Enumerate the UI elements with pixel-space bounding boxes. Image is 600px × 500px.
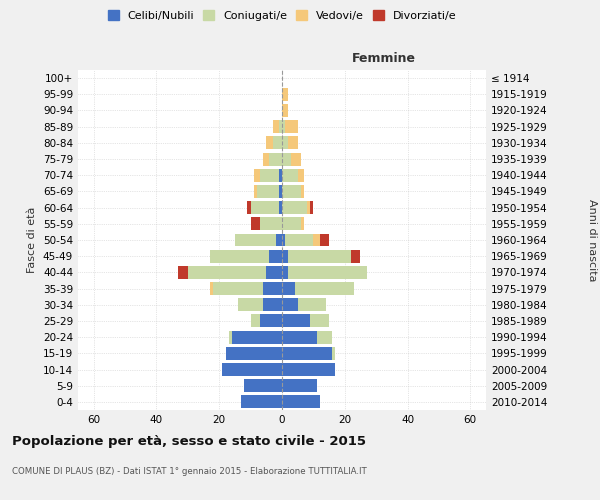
Bar xyxy=(263,282,282,295)
Bar xyxy=(238,298,263,311)
Bar xyxy=(254,169,260,181)
Bar xyxy=(282,88,288,101)
Bar xyxy=(282,201,307,214)
Text: Femmine: Femmine xyxy=(352,52,416,65)
Bar xyxy=(282,185,301,198)
Bar xyxy=(288,266,367,279)
Bar xyxy=(247,201,251,214)
Bar xyxy=(269,152,282,166)
Bar xyxy=(210,282,213,295)
Bar xyxy=(282,379,317,392)
Bar xyxy=(282,330,317,344)
Bar xyxy=(263,298,282,311)
Bar xyxy=(266,136,272,149)
Bar xyxy=(226,347,282,360)
Bar xyxy=(178,266,188,279)
Bar xyxy=(282,234,285,246)
Bar xyxy=(263,152,269,166)
Bar xyxy=(269,250,282,262)
Bar xyxy=(272,120,279,133)
Bar xyxy=(213,282,263,295)
Bar xyxy=(235,234,276,246)
Bar xyxy=(301,185,304,198)
Bar xyxy=(272,136,282,149)
Bar xyxy=(282,169,298,181)
Bar xyxy=(313,234,320,246)
Bar xyxy=(276,234,282,246)
Bar xyxy=(210,250,269,262)
Bar xyxy=(223,363,282,376)
Bar xyxy=(229,330,232,344)
Bar xyxy=(285,234,313,246)
Bar xyxy=(320,234,329,246)
Bar xyxy=(332,347,335,360)
Bar xyxy=(282,136,288,149)
Y-axis label: Fasce di età: Fasce di età xyxy=(28,207,37,273)
Text: COMUNE DI PLAUS (BZ) - Dati ISTAT 1° gennaio 2015 - Elaborazione TUTTITALIA.IT: COMUNE DI PLAUS (BZ) - Dati ISTAT 1° gen… xyxy=(12,468,367,476)
Bar xyxy=(282,396,320,408)
Bar xyxy=(282,282,295,295)
Bar xyxy=(301,218,304,230)
Bar xyxy=(282,363,335,376)
Bar xyxy=(282,152,292,166)
Bar xyxy=(298,169,304,181)
Bar xyxy=(351,250,361,262)
Bar xyxy=(279,169,282,181)
Bar xyxy=(282,218,301,230)
Bar xyxy=(254,185,257,198)
Y-axis label: Anni di nascita: Anni di nascita xyxy=(587,198,597,281)
Bar xyxy=(282,347,332,360)
Bar xyxy=(282,298,298,311)
Bar xyxy=(279,120,282,133)
Text: Popolazione per età, sesso e stato civile - 2015: Popolazione per età, sesso e stato civil… xyxy=(12,435,366,448)
Bar xyxy=(282,104,288,117)
Bar xyxy=(279,185,282,198)
Bar xyxy=(317,330,332,344)
Bar xyxy=(260,218,282,230)
Bar xyxy=(288,250,351,262)
Bar xyxy=(282,250,288,262)
Bar xyxy=(260,314,282,328)
Bar xyxy=(285,120,298,133)
Bar xyxy=(279,201,282,214)
Bar xyxy=(188,266,266,279)
Bar xyxy=(310,314,329,328)
Bar xyxy=(288,136,298,149)
Bar xyxy=(232,330,282,344)
Bar xyxy=(298,298,326,311)
Bar xyxy=(292,152,301,166)
Bar xyxy=(282,266,288,279)
Bar xyxy=(310,201,313,214)
Bar xyxy=(241,396,282,408)
Bar xyxy=(244,379,282,392)
Bar xyxy=(251,314,260,328)
Bar xyxy=(260,169,279,181)
Bar xyxy=(251,218,260,230)
Bar xyxy=(266,266,282,279)
Bar xyxy=(282,314,310,328)
Bar xyxy=(251,201,279,214)
Legend: Celibi/Nubili, Coniugati/e, Vedovi/e, Divorziati/e: Celibi/Nubili, Coniugati/e, Vedovi/e, Di… xyxy=(106,8,458,23)
Bar xyxy=(282,120,285,133)
Bar xyxy=(307,201,310,214)
Bar xyxy=(295,282,354,295)
Bar xyxy=(257,185,279,198)
